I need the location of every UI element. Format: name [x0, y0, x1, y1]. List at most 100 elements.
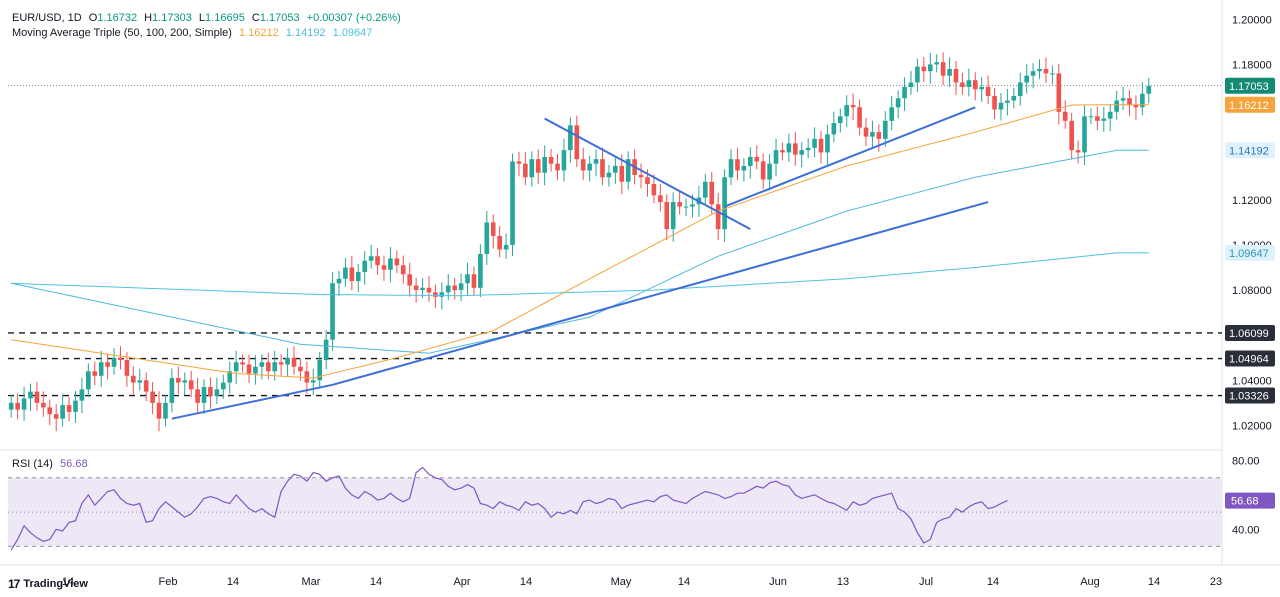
candle-body: [1133, 105, 1139, 108]
candle-body: [362, 260, 368, 272]
candle-body: [580, 159, 586, 171]
trendline: [171, 383, 333, 420]
candle-body: [940, 62, 946, 76]
candle-body: [21, 398, 27, 410]
candle-body: [613, 165, 618, 173]
price-badge-label: 1.09647: [1229, 248, 1269, 260]
candle-body: [246, 364, 252, 374]
y-tick-label: 1.12000: [1232, 195, 1272, 207]
candle-body: [606, 172, 612, 178]
candle-body: [677, 202, 682, 207]
low-label: L: [198, 12, 206, 24]
ma-header: Moving Average Triple (50, 100, 200, Sim…: [12, 27, 376, 39]
symbol-header: EUR/USD, 1D O1.16732 H1.17303 L1.16695 C…: [12, 12, 405, 24]
candle-body: [413, 285, 419, 291]
candle-body: [220, 382, 226, 390]
rsi-header: RSI (14) 56.68: [12, 458, 88, 470]
candle-body: [915, 66, 920, 83]
x-tick-label: Apr: [453, 576, 470, 588]
candle-body: [169, 378, 175, 403]
x-tick-label: 13: [837, 576, 849, 588]
x-tick-label: Aug: [1080, 576, 1100, 588]
candle-body: [105, 362, 110, 367]
symbol-label[interactable]: EUR/USD, 1D: [12, 12, 82, 24]
candle-body: [1120, 98, 1126, 101]
x-tick-label: 23: [1210, 576, 1222, 588]
candle-body: [15, 402, 20, 410]
high-label: H: [144, 12, 153, 24]
candle-body: [831, 123, 837, 135]
candle-body: [780, 150, 785, 153]
candle-body: [1062, 111, 1068, 121]
trendline: [332, 201, 989, 386]
tradingview-logo[interactable]: 17 TradingView: [8, 577, 88, 591]
candle-body: [555, 163, 560, 171]
candle-body: [760, 161, 766, 180]
candle-body: [143, 380, 149, 392]
tradingview-icon: 17: [8, 577, 20, 591]
candle-body: [381, 265, 387, 270]
candle-body: [28, 391, 33, 399]
candle-body: [516, 161, 522, 164]
x-tick-label: Feb: [159, 576, 178, 588]
candle-body: [837, 116, 843, 124]
candle-body: [111, 357, 117, 367]
candle-body: [523, 163, 528, 178]
candle-body: [1043, 68, 1049, 74]
rsi-title[interactable]: RSI (14): [12, 458, 53, 470]
x-tick-label: Jun: [769, 576, 787, 588]
candle-body: [195, 389, 200, 403]
candle-body: [593, 159, 599, 164]
candle-body: [227, 371, 233, 383]
ma200-line: [11, 252, 1149, 297]
x-tick-label: 14: [678, 576, 690, 588]
candle-body: [484, 222, 490, 254]
price-badge-label: 1.17053: [1229, 81, 1269, 93]
candle-body: [1050, 73, 1055, 75]
candle-body: [118, 357, 123, 360]
price-badge: [1225, 244, 1275, 261]
high-value: 1.17303: [152, 12, 192, 24]
x-tick-label: 14: [62, 576, 74, 588]
candle-body: [98, 362, 104, 376]
candle-body: [792, 143, 798, 155]
candle-body: [265, 362, 271, 372]
candle-body: [1114, 100, 1119, 112]
candle-body: [73, 400, 78, 412]
candle-body: [471, 274, 477, 288]
x-tick-label: 14: [370, 576, 382, 588]
change-value: +0.00307 (+0.26%): [306, 12, 401, 24]
candle-body: [825, 134, 830, 153]
candle-body: [529, 159, 535, 178]
x-tick-label: 14: [227, 576, 239, 588]
price-badge: [1225, 387, 1275, 404]
ma200-value: 1.09647: [332, 27, 373, 39]
candle-body: [388, 258, 393, 270]
candle-body: [902, 86, 907, 99]
candle-body: [291, 357, 297, 367]
candle-body: [735, 159, 740, 171]
candle-body: [1107, 111, 1113, 119]
candle-body: [400, 265, 406, 275]
candle-body: [214, 389, 220, 397]
candle-body: [452, 285, 457, 291]
candle-body: [876, 132, 882, 139]
candle-body: [310, 380, 316, 383]
candle-body: [870, 132, 875, 137]
ma-title[interactable]: Moving Average Triple (50, 100, 200, Sim…: [12, 27, 232, 39]
candle-body: [34, 391, 40, 403]
candle-body: [278, 362, 284, 365]
close-label: C: [251, 12, 260, 24]
candle-body: [298, 366, 303, 372]
candle-body: [947, 68, 952, 76]
candle-body: [812, 138, 817, 148]
candle-body: [1088, 116, 1094, 118]
candle-body: [375, 256, 380, 266]
candle-body: [439, 292, 445, 297]
candle-body: [497, 235, 502, 250]
candle-body: [343, 267, 348, 279]
price-badge: [1225, 96, 1275, 113]
candle-body: [182, 380, 188, 383]
price-badge: [1225, 350, 1275, 367]
